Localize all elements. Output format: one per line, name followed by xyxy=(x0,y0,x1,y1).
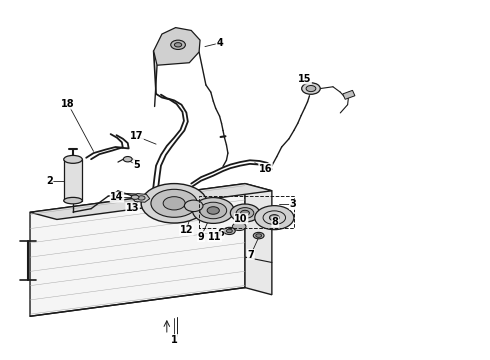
Polygon shape xyxy=(30,184,245,316)
Ellipse shape xyxy=(200,202,227,219)
Ellipse shape xyxy=(241,210,249,216)
Ellipse shape xyxy=(193,198,234,224)
Ellipse shape xyxy=(226,229,232,233)
Text: 5: 5 xyxy=(133,159,140,170)
Ellipse shape xyxy=(207,207,220,214)
Ellipse shape xyxy=(131,195,139,199)
Ellipse shape xyxy=(171,40,185,49)
Text: 6: 6 xyxy=(217,228,224,238)
Text: 4: 4 xyxy=(216,38,223,48)
Ellipse shape xyxy=(141,184,207,223)
Text: 10: 10 xyxy=(234,214,248,224)
Text: 9: 9 xyxy=(197,232,204,242)
Ellipse shape xyxy=(255,206,294,230)
Text: 12: 12 xyxy=(180,225,193,235)
Polygon shape xyxy=(30,184,272,220)
Ellipse shape xyxy=(306,86,316,91)
Polygon shape xyxy=(245,184,272,295)
Ellipse shape xyxy=(123,157,132,162)
Ellipse shape xyxy=(151,189,197,217)
Polygon shape xyxy=(132,194,150,202)
Ellipse shape xyxy=(232,223,246,230)
Ellipse shape xyxy=(184,200,203,212)
Text: 11: 11 xyxy=(208,232,221,242)
Text: 15: 15 xyxy=(298,74,311,84)
Ellipse shape xyxy=(253,232,264,239)
Ellipse shape xyxy=(236,208,254,219)
Text: 7: 7 xyxy=(247,249,254,260)
Ellipse shape xyxy=(256,234,262,237)
Ellipse shape xyxy=(223,227,235,234)
Polygon shape xyxy=(154,28,200,65)
Text: 2: 2 xyxy=(46,176,53,186)
Ellipse shape xyxy=(302,83,320,94)
Polygon shape xyxy=(343,90,355,99)
Bar xyxy=(64,159,82,201)
Ellipse shape xyxy=(270,215,279,221)
Text: 18: 18 xyxy=(61,99,75,109)
Ellipse shape xyxy=(163,197,185,210)
Ellipse shape xyxy=(174,42,182,47)
Text: 13: 13 xyxy=(126,203,139,213)
Text: 17: 17 xyxy=(130,131,143,141)
Ellipse shape xyxy=(64,197,82,204)
Text: 1: 1 xyxy=(171,334,177,345)
Text: 3: 3 xyxy=(290,199,296,210)
Ellipse shape xyxy=(64,156,82,163)
Text: 14: 14 xyxy=(110,192,124,202)
Ellipse shape xyxy=(230,204,260,222)
Text: 16: 16 xyxy=(259,163,272,174)
Ellipse shape xyxy=(138,196,145,200)
Text: 8: 8 xyxy=(272,217,279,227)
